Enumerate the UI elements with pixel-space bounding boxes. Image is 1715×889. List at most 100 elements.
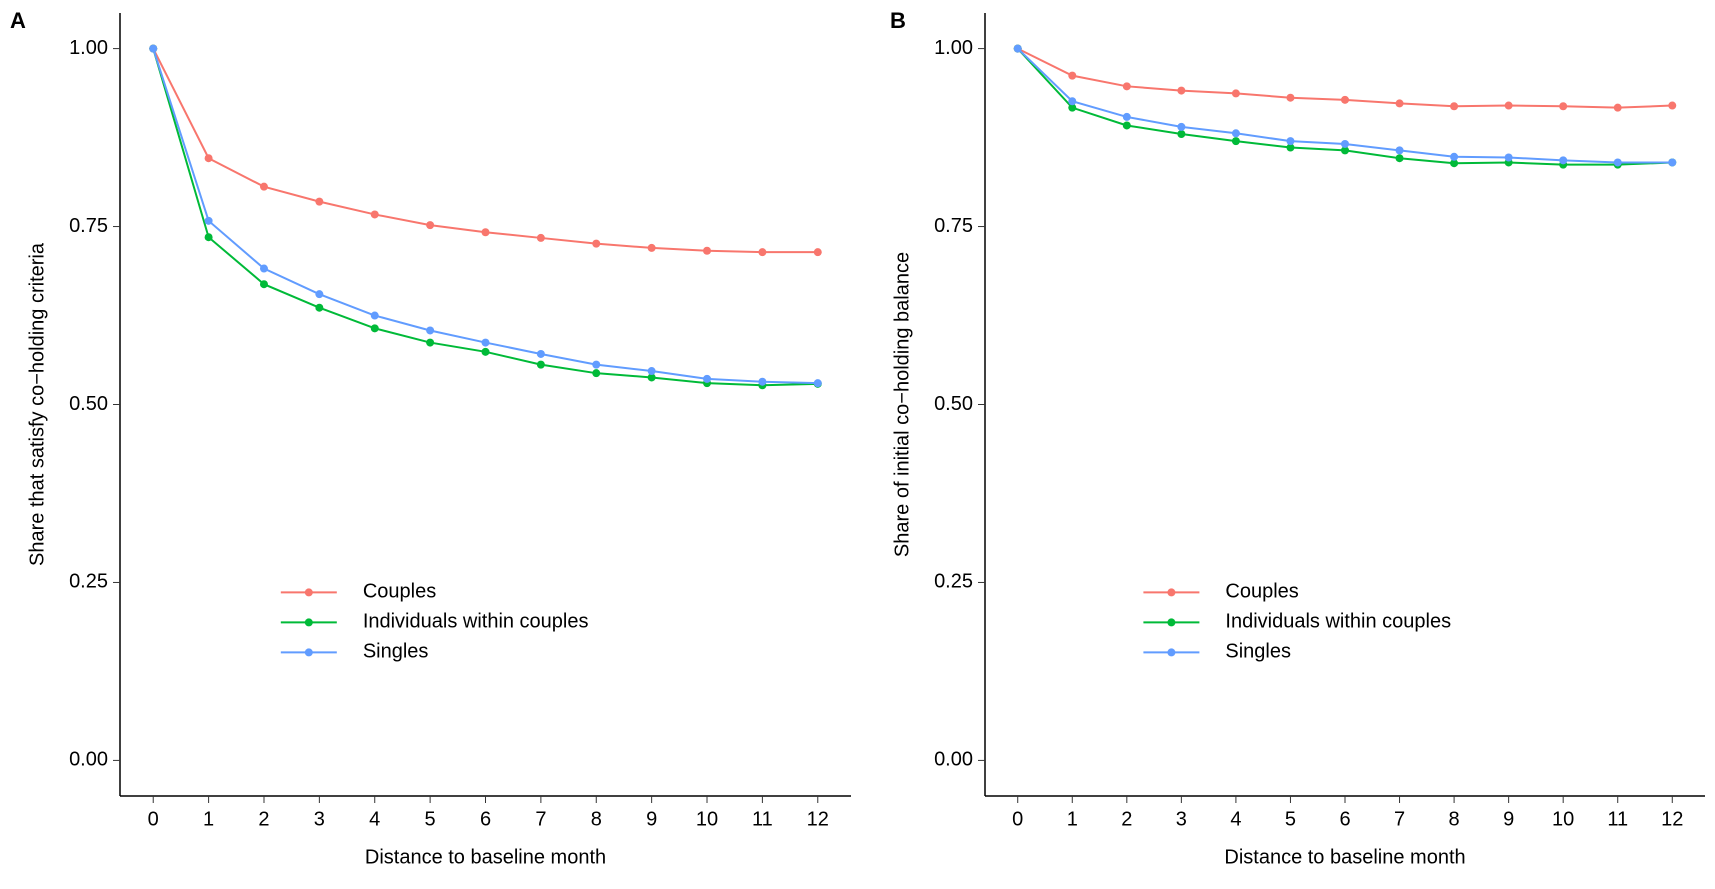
x-tick-label: 6: [1339, 808, 1350, 830]
data-point: [481, 338, 490, 347]
data-point: [1068, 103, 1077, 112]
x-tick-label: 10: [1552, 808, 1574, 830]
data-point: [1668, 158, 1677, 167]
y-tick-label: 1.00: [934, 37, 973, 59]
data-point: [259, 280, 268, 289]
data-point: [426, 221, 435, 230]
data-point: [1286, 137, 1295, 146]
y-tick-label: 0.25: [934, 571, 973, 593]
y-tick-label: 0.50: [69, 393, 108, 415]
data-point: [647, 243, 656, 252]
data-point: [149, 44, 158, 53]
legend-point: [1167, 648, 1176, 657]
series-line: [152, 48, 818, 385]
data-point: [426, 338, 435, 347]
data-point: [370, 311, 379, 320]
y-tick-label: 0.00: [934, 749, 973, 771]
x-tick-label: 10: [696, 808, 718, 830]
data-point: [259, 182, 268, 191]
x-tick-label: 2: [258, 808, 269, 830]
y-tick-label: 1.00: [69, 37, 108, 59]
legend-label: Couples: [1225, 581, 1298, 603]
x-tick-label: 1: [203, 808, 214, 830]
y-axis-title: Share that satisfy co−holding criteria: [26, 242, 48, 566]
x-tick-label: 9: [1503, 808, 1514, 830]
data-point: [204, 233, 213, 242]
data-point: [1395, 146, 1404, 155]
data-point: [1231, 129, 1240, 138]
legend-label: Singles: [363, 641, 429, 663]
y-tick-label: 0.00: [69, 749, 108, 771]
x-tick-label: 11: [1607, 808, 1628, 830]
y-axis-title: Share of initial co−holding balance: [891, 252, 913, 557]
x-tick-label: 11: [752, 808, 773, 830]
y-tick-label: 0.75: [934, 215, 973, 237]
x-tick-label: 9: [646, 808, 657, 830]
y-tick-label: 0.75: [69, 215, 108, 237]
legend-point: [304, 588, 313, 597]
data-point: [592, 239, 601, 248]
legend-label: Individuals within couples: [1225, 611, 1451, 633]
data-point: [1068, 71, 1077, 80]
series-line: [152, 48, 818, 254]
x-tick-label: 5: [425, 808, 436, 830]
data-point: [1613, 103, 1622, 112]
legend-label: Couples: [363, 581, 436, 603]
x-axis-title: Distance to baseline month: [1224, 846, 1465, 868]
data-point: [481, 228, 490, 237]
legend-point: [304, 618, 313, 627]
data-point: [536, 349, 545, 358]
data-point: [370, 324, 379, 333]
x-tick-label: 12: [1661, 808, 1683, 830]
panel-tag: A: [10, 8, 26, 33]
data-point: [1122, 82, 1131, 91]
x-tick-label: 6: [480, 808, 491, 830]
data-point: [204, 216, 213, 225]
data-point: [315, 290, 324, 299]
x-tick-label: 3: [1176, 808, 1187, 830]
x-axis-title: Distance to baseline month: [365, 846, 606, 868]
x-tick-label: 12: [807, 808, 829, 830]
data-point: [1177, 122, 1186, 131]
data-point: [1395, 154, 1404, 163]
x-tick-label: 4: [1230, 808, 1241, 830]
data-point: [1286, 93, 1295, 102]
data-point: [1013, 44, 1022, 53]
data-point: [1613, 158, 1622, 167]
data-point: [647, 373, 656, 382]
x-tick-label: 7: [1394, 808, 1405, 830]
x-tick-label: 8: [1449, 808, 1460, 830]
data-point: [1668, 101, 1677, 110]
data-point: [1231, 89, 1240, 98]
data-point: [1341, 95, 1349, 104]
data-point: [315, 303, 324, 312]
x-tick-label: 7: [535, 808, 546, 830]
data-point: [315, 197, 324, 206]
data-point: [1122, 121, 1131, 130]
x-tick-label: 4: [369, 808, 380, 830]
data-point: [481, 347, 490, 356]
data-point: [204, 154, 213, 163]
data-point: [1341, 139, 1349, 148]
legend-label: Individuals within couples: [363, 611, 589, 633]
legend-point: [304, 648, 313, 657]
panel-tag: B: [890, 8, 906, 33]
x-tick-label: 0: [148, 808, 159, 830]
data-point: [1559, 102, 1568, 111]
x-tick-label: 0: [1012, 808, 1023, 830]
data-point: [536, 360, 545, 369]
data-point: [426, 326, 435, 335]
data-point: [1231, 137, 1240, 146]
data-point: [1286, 143, 1295, 152]
data-point: [592, 369, 601, 378]
x-tick-label: 2: [1121, 808, 1132, 830]
data-point: [1341, 146, 1349, 155]
data-point: [370, 210, 379, 219]
data-point: [1122, 112, 1131, 121]
data-point: [1177, 130, 1186, 139]
data-point: [1068, 97, 1077, 106]
data-point: [1450, 159, 1459, 168]
data-point: [259, 264, 268, 273]
data-point: [592, 360, 601, 369]
data-point: [703, 374, 712, 383]
